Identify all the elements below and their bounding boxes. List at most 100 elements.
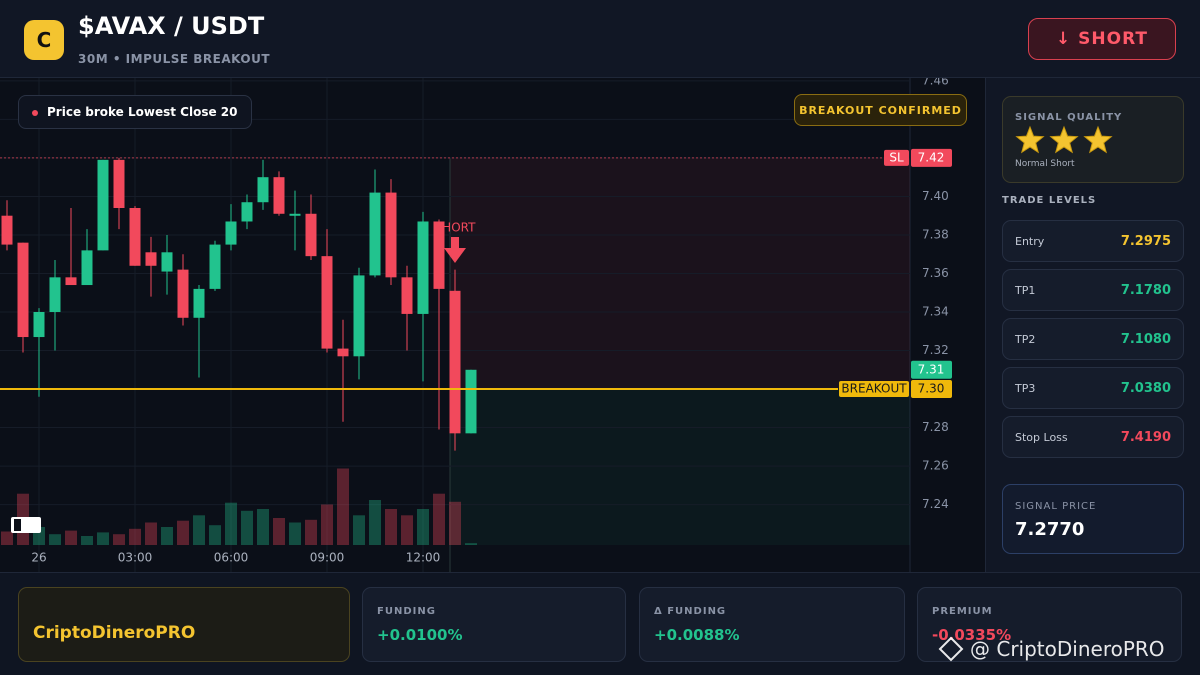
signal-price-card: SIGNAL PRICE 7.2770 xyxy=(1002,484,1184,554)
x-tick-label: 12:00 xyxy=(406,551,441,565)
stat-label: Δ FUNDING xyxy=(654,606,727,617)
volume-bar xyxy=(353,515,365,545)
candle-body xyxy=(401,277,413,314)
candle-body xyxy=(369,192,381,276)
star xyxy=(1049,125,1079,154)
watermark-icon xyxy=(938,636,964,662)
quality-card: SIGNAL QUALITY Normal Short xyxy=(1002,96,1184,183)
candle-body xyxy=(305,213,317,257)
pair-subtitle: 30M • IMPULSE BREAKOUT xyxy=(78,52,271,66)
level-value: 7.1780 xyxy=(1120,282,1171,298)
candle-body xyxy=(257,177,269,203)
x-tick-label: 09:00 xyxy=(310,551,345,565)
volume-bar xyxy=(401,515,413,545)
star xyxy=(1015,125,1045,154)
brand: CriptoDineroPRO xyxy=(33,623,196,643)
candle-body xyxy=(417,221,429,314)
brand-card: CriptoDineroPRO xyxy=(18,587,350,662)
volume-bar xyxy=(273,518,285,545)
level-name: TP2 xyxy=(1015,332,1036,346)
volume-bar xyxy=(49,534,61,545)
level-value: 7.0380 xyxy=(1120,380,1171,396)
candle-body xyxy=(465,369,477,434)
candle-body xyxy=(113,159,125,208)
stat-card: Δ FUNDING +0.0088% xyxy=(639,587,905,662)
level-row: TP1 7.1780 xyxy=(1002,269,1184,311)
quality-label: Normal Short xyxy=(1015,159,1075,169)
volume-bar xyxy=(65,530,77,545)
y-tick-label: 7.24 xyxy=(922,497,949,511)
volume-bar xyxy=(321,504,333,545)
volume-bar xyxy=(337,468,349,545)
level-value-box xyxy=(911,148,952,167)
annotation-dot xyxy=(32,110,38,116)
y-tick-label: 7.28 xyxy=(922,420,949,434)
breakout-badge: BREAKOUT CONFIRMED xyxy=(794,94,967,126)
short-button[interactable]: ↓ SHORT xyxy=(1028,18,1176,60)
candle-body xyxy=(337,348,349,357)
candle-body xyxy=(289,213,301,216)
watermark: @ CriptoDineroPRO xyxy=(938,636,1165,662)
x-tick-label: 26 xyxy=(31,551,46,565)
candle-body xyxy=(449,290,461,434)
level-value: 7.30 xyxy=(918,382,945,396)
level-name: BREAKOUT xyxy=(841,382,907,396)
reward-zone xyxy=(450,389,910,545)
signal-marker-label: SHORT xyxy=(435,221,477,235)
volume-bar xyxy=(113,534,125,545)
y-tick-label: 7.32 xyxy=(922,343,949,357)
volume-bar xyxy=(465,543,477,545)
candle-body xyxy=(65,277,77,286)
candle-body xyxy=(129,208,141,266)
volume-bar xyxy=(385,509,397,545)
y-tick-label: 7.38 xyxy=(922,227,949,241)
star xyxy=(1083,125,1113,154)
level-value: 7.2975 xyxy=(1120,233,1171,249)
volume-bar xyxy=(305,519,317,545)
candle-body xyxy=(273,177,285,214)
candle-body xyxy=(33,312,45,338)
level-value: 7.1080 xyxy=(1120,331,1171,347)
last-price-box xyxy=(911,360,952,379)
watermark-icon-shape xyxy=(938,636,964,662)
candle-body xyxy=(193,288,205,318)
signal-arrow-stem xyxy=(451,237,459,249)
last-price: 7.31 xyxy=(918,362,945,376)
level-value: 7.4190 xyxy=(1120,429,1171,445)
candle-body xyxy=(433,221,445,289)
annotation-text: Price broke Lowest Close 20 xyxy=(47,105,238,119)
candle-body xyxy=(161,252,173,272)
signal-price: 7.2770 xyxy=(1015,519,1085,540)
volume-bar xyxy=(257,509,269,545)
y-tick-label: 7.36 xyxy=(922,266,949,280)
plot-background xyxy=(0,78,985,572)
watermark-text: @ CriptoDineroPRO xyxy=(970,637,1165,661)
candle-body xyxy=(49,277,61,312)
volume-bar xyxy=(177,520,189,545)
candle-body xyxy=(241,202,253,222)
level-name: Entry xyxy=(1015,234,1045,248)
candle-body xyxy=(17,242,29,338)
stars xyxy=(1015,125,1113,154)
candle-body xyxy=(353,275,365,357)
candle-body xyxy=(97,159,109,251)
stat-card: FUNDING +0.0100% xyxy=(362,587,626,662)
candle-body xyxy=(177,269,189,318)
volume-bar xyxy=(97,532,109,545)
candle-body xyxy=(225,221,237,245)
candle-body xyxy=(385,192,397,278)
level-value-box xyxy=(911,380,952,399)
level-name: TP1 xyxy=(1015,283,1036,297)
volume-bar xyxy=(449,501,461,545)
logo: C xyxy=(24,20,64,60)
volume-bar xyxy=(225,502,237,545)
candle-body xyxy=(81,250,93,286)
signal-price-title: SIGNAL PRICE xyxy=(1015,501,1097,512)
tv-logo xyxy=(11,517,41,533)
volume-bar xyxy=(129,528,141,545)
level-name: TP3 xyxy=(1015,381,1036,395)
candle-body xyxy=(321,256,333,349)
volume-bar xyxy=(161,527,173,545)
